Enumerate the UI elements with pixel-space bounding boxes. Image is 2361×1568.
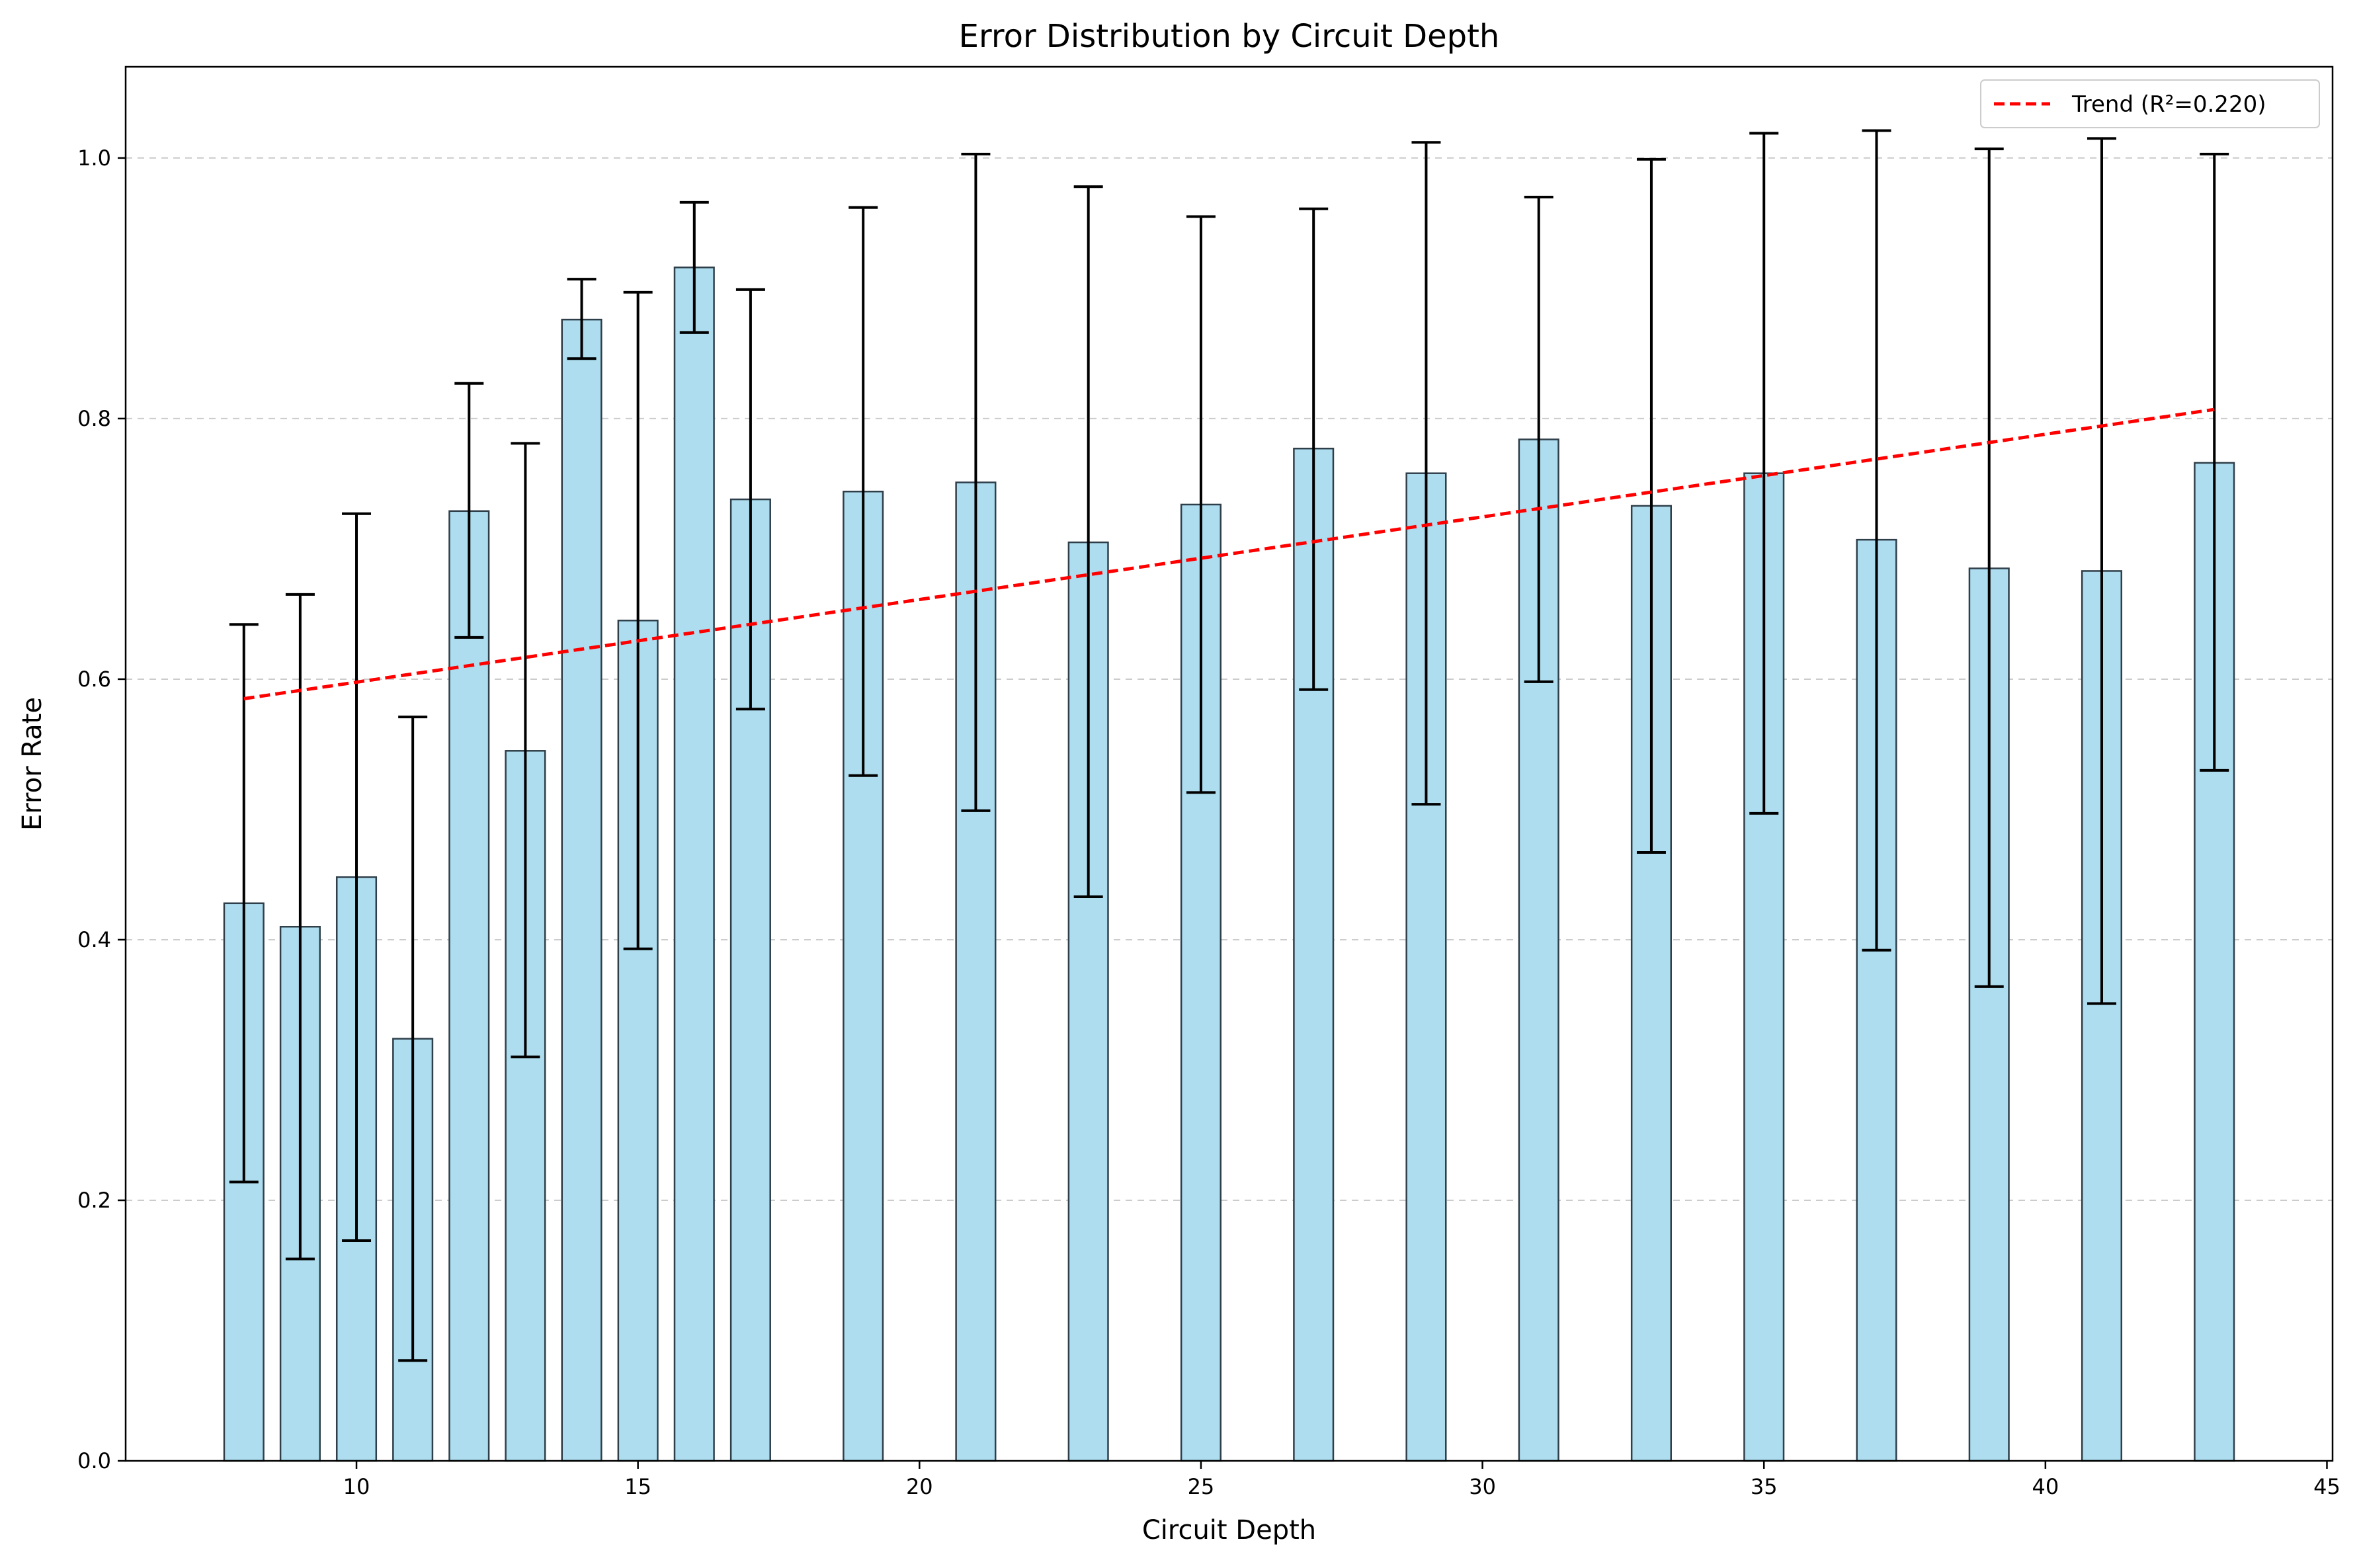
error-bar	[1862, 129, 1891, 952]
error-bar	[1974, 147, 2004, 988]
legend: Trend (R²=0.220)	[1980, 79, 2320, 128]
error-bar	[1186, 215, 1216, 794]
x-tick-label: 30	[1469, 1474, 1496, 1499]
y-tick-label: 0.2	[77, 1188, 111, 1213]
legend-trend-label: Trend (R²=0.220)	[2071, 91, 2266, 118]
error-bar	[2200, 152, 2229, 772]
error-bar	[398, 716, 428, 1362]
grid-lines	[126, 157, 2333, 1201]
x-tick-label: 25	[1188, 1474, 1215, 1499]
bar	[561, 318, 602, 1462]
bar	[1968, 567, 2010, 1462]
error-bar	[567, 278, 597, 360]
error-bars	[229, 129, 2229, 1362]
x-tick-label: 40	[2032, 1474, 2059, 1499]
error-bar	[1299, 207, 1329, 691]
error-bar	[849, 206, 878, 777]
y-tick-label: 1.0	[77, 145, 111, 171]
bar	[448, 510, 490, 1462]
x-tick-label: 10	[343, 1474, 370, 1499]
y-tick-label: 0.6	[77, 667, 111, 692]
error-bar	[2087, 137, 2116, 1005]
error-bar	[1636, 157, 1666, 854]
y-tick-label: 0.0	[77, 1448, 111, 1473]
error-bar	[285, 593, 315, 1260]
bar	[1067, 541, 1109, 1462]
x-axis-label: Circuit Depth	[1142, 1515, 1316, 1546]
error-bar	[454, 382, 484, 639]
trend-line	[243, 407, 2215, 700]
error-bar	[961, 152, 991, 812]
error-bar	[511, 442, 540, 1059]
x-tick-label: 15	[624, 1474, 651, 1499]
error-bar	[1749, 132, 1779, 815]
legend-box	[1980, 79, 2320, 128]
error-bar	[1411, 141, 1441, 806]
error-bar	[1524, 196, 1553, 683]
error-bar	[229, 623, 259, 1184]
bar	[673, 267, 715, 1462]
error-bar	[623, 290, 653, 950]
trend-line-group	[243, 407, 2215, 700]
y-tick-label: 0.8	[77, 406, 111, 431]
y-axis-ticks: 0.0 0.2 0.4 0.6 0.8 1.0	[77, 145, 126, 1473]
error-bar	[679, 200, 709, 334]
error-bar	[342, 512, 372, 1243]
x-tick-label: 35	[1751, 1474, 1778, 1499]
y-tick-label: 0.4	[77, 927, 111, 952]
error-bar	[1073, 185, 1103, 898]
chart-title: Error Distribution by Circuit Depth	[959, 18, 1500, 55]
x-tick-label: 20	[906, 1474, 933, 1499]
x-axis-ticks: 10 15 20 25 30 35 40 45	[343, 1461, 2340, 1499]
x-tick-label: 45	[2313, 1474, 2340, 1499]
error-bar	[735, 288, 765, 711]
y-axis-label: Error Rate	[17, 697, 48, 831]
plot-frame	[124, 65, 2334, 1462]
